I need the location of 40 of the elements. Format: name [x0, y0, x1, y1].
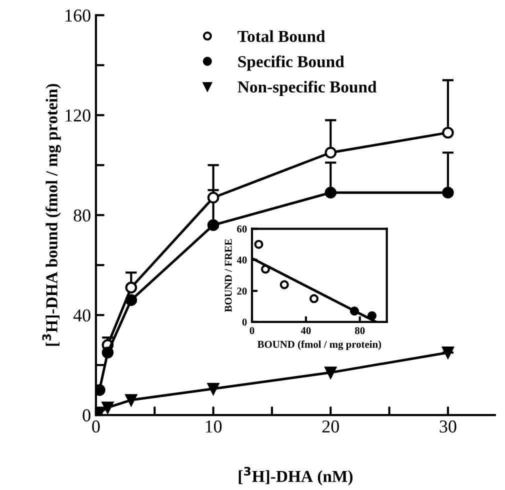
- y-tick-label: 40: [73, 309, 90, 322]
- point: [102, 346, 114, 358]
- point: [324, 186, 337, 199]
- point: [207, 382, 220, 395]
- point: [254, 240, 264, 249]
- x-tick-label: 10: [206, 420, 222, 433]
- x-tick-label: 0: [92, 420, 100, 433]
- point: [125, 294, 138, 306]
- y-tick-label: 20: [237, 288, 247, 295]
- y-tick-label: 80: [74, 209, 90, 222]
- point: [125, 282, 138, 294]
- legend-label: Non-specific Bound: [238, 80, 377, 96]
- y-tick-label: 0: [82, 409, 90, 422]
- legend-label: Total Bound: [238, 30, 326, 42]
- point: [102, 402, 114, 414]
- point: [324, 146, 337, 159]
- point: [207, 192, 220, 204]
- point: [310, 294, 319, 304]
- legend-label: Specific Bound: [238, 55, 344, 71]
- y-axis-title: [$^{3}$H]-DHA bound (fmol / mg protein): [42, 84, 61, 346]
- point: [442, 186, 454, 199]
- x-tick-label: 80: [355, 327, 365, 334]
- x-tick-label: 30: [440, 420, 456, 433]
- x-tick-label: 20: [322, 420, 339, 433]
- x-tick-label: 0: [250, 327, 254, 334]
- point: [442, 126, 454, 139]
- point: [324, 366, 337, 378]
- point: [280, 280, 289, 290]
- point: [125, 394, 138, 406]
- y-tick-label: 0: [242, 318, 247, 326]
- y-tick-label: 40: [236, 256, 247, 264]
- y-tick-label: 160: [66, 9, 90, 22]
- point: [207, 219, 220, 232]
- point: [442, 346, 454, 358]
- y-tick-label: 60: [237, 226, 247, 233]
- x-axis-title: BOUND (fmol / mg protein): [257, 340, 382, 350]
- y-axis-title: BOUND / FREE: [224, 239, 232, 312]
- x-tick-label: 40: [300, 327, 311, 334]
- x-axis-title: [$^{3}$H]-DHA (nM): [238, 466, 353, 486]
- y-tick-label: 120: [66, 109, 90, 122]
